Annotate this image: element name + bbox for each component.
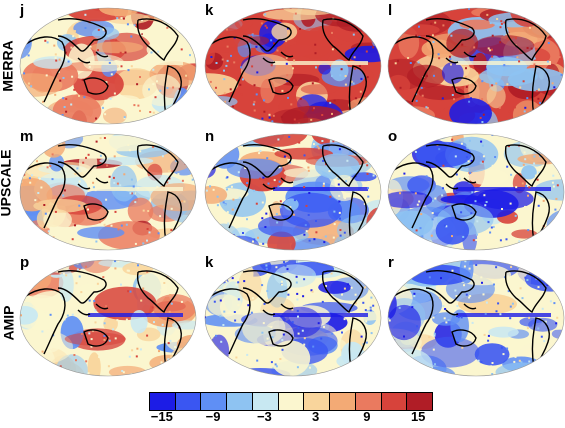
row-label-upscale: UPSCALE (0, 149, 14, 217)
map-panel-k-amip: k (203, 254, 383, 378)
panel-label: m (20, 128, 34, 145)
colorbar-tick-label: −9 (205, 409, 221, 424)
colorbar-segment (304, 393, 331, 410)
map-panel-j: j (18, 2, 198, 126)
world-map (204, 7, 382, 125)
world-map (387, 7, 565, 125)
map-panel-m: m (18, 128, 198, 252)
panel-label: p (20, 254, 30, 271)
colorbar-tick-label: −15 (150, 409, 173, 424)
colorbar-segment (407, 393, 433, 410)
colorbar-tick-label: 9 (363, 409, 371, 424)
colorbar-segment (381, 393, 408, 410)
colorbar-tick-label: 3 (312, 409, 320, 424)
colorbar-tick-label: −3 (256, 409, 272, 424)
map-panel-k-merra: k (203, 2, 383, 126)
panel-label: r (388, 254, 394, 271)
world-map (204, 133, 382, 251)
world-map (19, 7, 197, 125)
colorbar-tick-label: 15 (410, 409, 426, 424)
row-label-amip: AMIP (0, 305, 17, 341)
world-map (387, 133, 565, 251)
panel-label: l (388, 2, 393, 19)
world-map (19, 259, 197, 377)
panel-label: n (205, 128, 215, 145)
colorbar-segment (355, 393, 382, 410)
map-panel-r: r (386, 254, 565, 378)
panel-label: k (205, 254, 214, 271)
world-map (387, 259, 565, 377)
panel-label: j (20, 2, 25, 19)
row-label-merra: MERRA (0, 40, 16, 92)
colorbar (149, 392, 433, 411)
map-panel-p: p (18, 254, 198, 378)
panel-label: o (388, 128, 398, 145)
map-panel-n: n (203, 128, 383, 252)
colorbar-segment (175, 393, 202, 410)
colorbar-segment (150, 393, 176, 410)
colorbar-segment (252, 393, 279, 410)
colorbar-segment (278, 393, 305, 410)
colorbar-segment (201, 393, 228, 410)
colorbar-segment (330, 393, 356, 410)
panel-label: k (205, 2, 214, 19)
map-panel-o: o (386, 128, 565, 252)
map-panel-l: l (386, 2, 565, 126)
world-map (19, 133, 197, 251)
world-map (204, 259, 382, 377)
colorbar-segment (227, 393, 253, 410)
